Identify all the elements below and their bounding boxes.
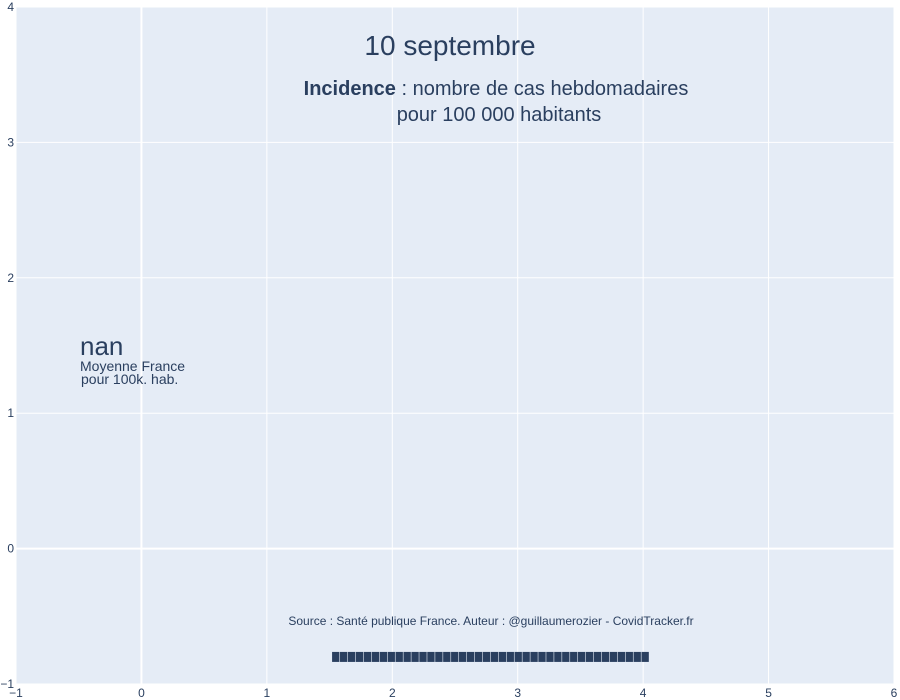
progress-segment — [419, 651, 427, 662]
x-tick-label: 5 — [765, 686, 772, 700]
progress-segment — [538, 651, 546, 662]
progress-segment — [490, 651, 499, 662]
plot-background — [16, 7, 894, 684]
progress-segment — [514, 651, 522, 662]
y-tick-label: 0 — [7, 542, 14, 556]
progress-segment — [340, 651, 348, 662]
progress-segment — [403, 651, 411, 662]
progress-segment — [554, 651, 562, 662]
subtitle-rest: : nombre de cas hebdomadaires — [396, 78, 688, 100]
progress-bar — [332, 651, 649, 662]
progress-segment — [570, 651, 578, 662]
progress-segment — [379, 651, 388, 662]
progress-segment — [498, 651, 507, 662]
y-tick-label: 2 — [7, 271, 14, 285]
progress-segment — [395, 651, 403, 662]
progress-segment — [546, 651, 554, 662]
progress-segment — [411, 651, 419, 662]
x-tick-label: 6 — [891, 686, 898, 700]
chart-title: 10 septembre — [364, 30, 535, 61]
x-gridlines — [15, 7, 895, 684]
y-tick-label: −1 — [0, 677, 14, 691]
progress-segment — [562, 651, 570, 662]
progress-segment — [474, 651, 483, 662]
x-tick-label: 1 — [264, 686, 271, 700]
x-axis-tick-labels: −1 0 1 2 3 4 5 6 — [9, 686, 898, 700]
progress-segment — [593, 651, 602, 662]
progress-segment — [371, 651, 380, 662]
x-tick-label: −1 — [9, 686, 23, 700]
x-tick-label: 0 — [138, 686, 145, 700]
x-tick-label: 4 — [640, 686, 647, 700]
progress-segment — [387, 651, 395, 662]
x-tick-label: 3 — [514, 686, 521, 700]
y-gridlines — [16, 6, 894, 685]
progress-segment — [435, 651, 443, 662]
progress-segment — [347, 651, 356, 662]
source-credit: Source : Santé publique France. Auteur :… — [288, 614, 693, 628]
progress-segment — [459, 651, 467, 662]
progress-segment — [609, 651, 618, 662]
progress-segment — [482, 651, 491, 662]
progress-segment — [355, 651, 364, 662]
x-tick-label: 2 — [389, 686, 396, 700]
chart-subtitle-line1: Incidence : nombre de cas hebdomadaires — [304, 78, 689, 100]
progress-segment — [443, 651, 451, 662]
national-average-caption-line2: pour 100k. hab. — [81, 371, 178, 387]
progress-segment — [578, 651, 586, 662]
y-tick-label: 3 — [7, 135, 14, 149]
progress-segment — [332, 651, 340, 662]
y-axis-tick-labels: −1 0 1 2 3 4 — [0, 0, 14, 691]
national-average-caption-line1: Moyenne France — [80, 358, 185, 374]
chart-subtitle-line2: pour 100 000 habitants — [397, 104, 602, 126]
progress-segment — [506, 651, 514, 662]
progress-segment — [625, 651, 633, 662]
progress-segment — [451, 651, 459, 662]
progress-segment — [601, 651, 610, 662]
progress-segment — [466, 651, 475, 662]
national-average-value: nan — [80, 331, 123, 361]
subtitle-bold: Incidence — [304, 78, 396, 100]
progress-segment — [641, 651, 649, 662]
y-tick-label: 1 — [7, 406, 14, 420]
y-tick-label: 4 — [7, 0, 14, 14]
progress-segment — [427, 651, 435, 662]
progress-segment — [363, 651, 372, 662]
progress-segment — [530, 651, 538, 662]
progress-segment — [633, 651, 641, 662]
progress-segment — [522, 651, 530, 662]
progress-segment — [585, 651, 594, 662]
progress-segment — [617, 651, 626, 662]
